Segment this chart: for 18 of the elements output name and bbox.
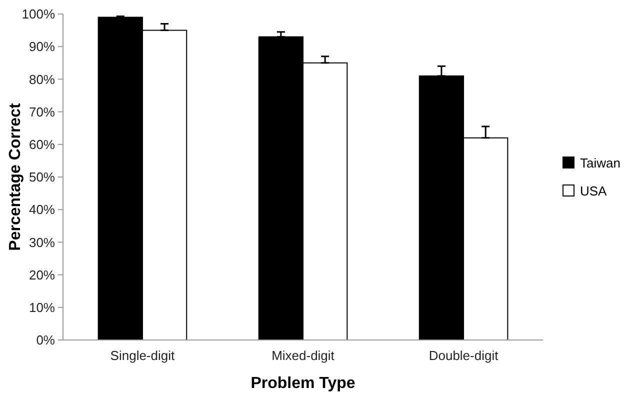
y-tick-label: 70% — [28, 104, 56, 120]
x-axis-title: Problem Type — [250, 375, 356, 392]
y-tick-label: 50% — [28, 170, 56, 185]
y-axis-title: Percentage Correct — [7, 102, 24, 251]
x-tick-label: Single-digit — [110, 348, 176, 363]
y-tick-label: 80% — [28, 72, 56, 87]
legend-label: Taiwan — [580, 156, 620, 171]
legend-label: USA — [580, 184, 608, 199]
y-tick-label: 0% — [36, 332, 56, 348]
y-tick-label: 40% — [28, 202, 56, 218]
y-tick-label: 20% — [28, 267, 56, 282]
y-tick-label: 100% — [22, 6, 56, 22]
y-tick-label: 10% — [28, 300, 56, 315]
y-tick-label: 60% — [28, 136, 56, 152]
y-tick-label: 90% — [28, 39, 56, 54]
x-tick-label: Double-digit — [428, 348, 499, 363]
x-tick-label: Mixed-digit — [272, 348, 335, 363]
y-tick-label: 30% — [28, 234, 56, 250]
